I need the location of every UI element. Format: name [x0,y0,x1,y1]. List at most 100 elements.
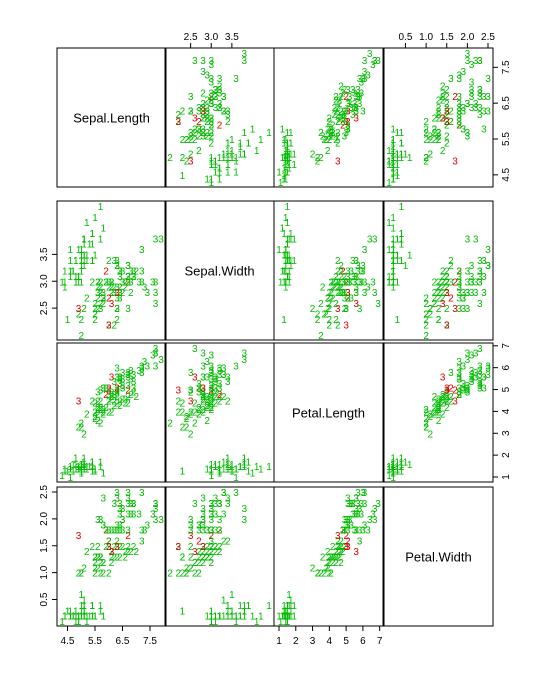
data-point: 2 [204,392,210,403]
data-point-highlighted: 3 [175,117,181,128]
data-point: 1 [283,245,289,256]
data-point: 2 [175,110,181,121]
data-point-highlighted: 3 [200,383,206,394]
data-point: 2 [333,315,339,326]
data-point: 1 [286,256,292,267]
data-point: 3 [153,299,159,310]
data-point: 3 [477,92,483,103]
data-point: 1 [84,218,90,229]
data-point: 3 [465,348,471,359]
data-point: 3 [111,377,117,388]
data-point: 2 [114,315,120,326]
data-point: 1 [390,267,396,278]
data-point: 1 [87,462,93,473]
data-point: 2 [338,114,344,125]
data-point: 1 [89,240,95,251]
data-point: 1 [250,612,256,623]
data-point: 3 [114,493,120,504]
data-point: 1 [229,464,235,475]
data-point: 1 [225,612,231,623]
data-point: 3 [200,372,206,383]
data-point: 1 [204,174,210,185]
data-point: 3 [375,56,381,67]
data-point: 1 [62,466,68,477]
data-point: 2 [208,403,214,414]
data-point: 1 [283,277,289,288]
data-point: 1 [288,128,294,139]
data-point: 1 [81,256,87,267]
data-point: 2 [106,396,112,407]
data-point: 1 [81,606,87,617]
data-point: 3 [355,92,361,103]
axis-tick-label: 2 [501,452,512,458]
data-point: 2 [184,569,190,580]
data-point: 2 [444,110,450,121]
data-point: 2 [342,272,348,283]
data-point: 3 [347,499,353,510]
data-point: 2 [200,394,206,405]
data-point: 3 [465,128,471,139]
data-point: 1 [241,606,247,617]
data-point: 3 [142,526,148,537]
data-point: 2 [221,536,227,547]
data-point-highlighted: 3 [192,547,198,558]
data-point: 3 [456,375,462,386]
data-point: 1 [386,178,392,189]
data-point: 3 [120,381,126,392]
data-point: 1 [281,267,287,278]
data-point: 3 [233,361,239,372]
data-point: 3 [208,88,214,99]
data-point: 2 [423,315,429,326]
data-point: 1 [233,464,239,475]
data-point: 2 [188,563,194,574]
data-point: 2 [204,401,210,412]
data-point: 3 [456,277,462,288]
data-point: 1 [233,157,239,168]
data-point: 1 [89,612,95,623]
data-point: 1 [225,464,231,475]
data-point: 1 [225,153,231,164]
data-point: 1 [390,149,396,160]
data-point: 1 [390,213,396,224]
data-point: 1 [73,612,79,623]
data-point: 3 [200,526,206,537]
data-point: 3 [213,85,219,96]
data-point: 3 [353,493,359,504]
data-point: 1 [291,612,297,623]
data-point: 1 [225,460,231,471]
data-point: 2 [315,569,321,580]
data-point: 2 [444,304,450,315]
data-point: 3 [217,85,223,96]
data-point: 2 [200,396,206,407]
data-point: 3 [465,49,471,60]
data-point: 1 [394,464,400,475]
data-point: 1 [394,128,400,139]
data-point: 2 [320,553,326,564]
data-point: 2 [78,331,84,342]
data-point: 3 [343,520,349,531]
data-point: 3 [213,103,219,114]
data-point: 1 [225,160,231,171]
data-point: 2 [332,553,338,564]
data-point: 1 [399,229,405,240]
data-point: 2 [175,407,181,418]
data-point: 3 [460,67,466,78]
data-point-highlighted: 2 [208,386,214,397]
data-point: 3 [208,361,214,372]
data-point: 1 [399,153,405,164]
data-point: 3 [460,124,466,135]
data-point: 3 [353,92,359,103]
data-point: 3 [111,499,117,510]
data-point: 1 [390,250,396,261]
data-point: 1 [241,149,247,160]
data-point: 2 [338,92,344,103]
data-point-highlighted: 3 [192,114,198,125]
data-point: 2 [423,320,429,331]
data-point: 3 [131,383,137,394]
data-point: 3 [340,110,346,121]
data-point: 3 [485,92,491,103]
data-point: 2 [196,124,202,135]
data-point: 3 [196,383,202,394]
data-point-highlighted: 3 [444,117,450,128]
